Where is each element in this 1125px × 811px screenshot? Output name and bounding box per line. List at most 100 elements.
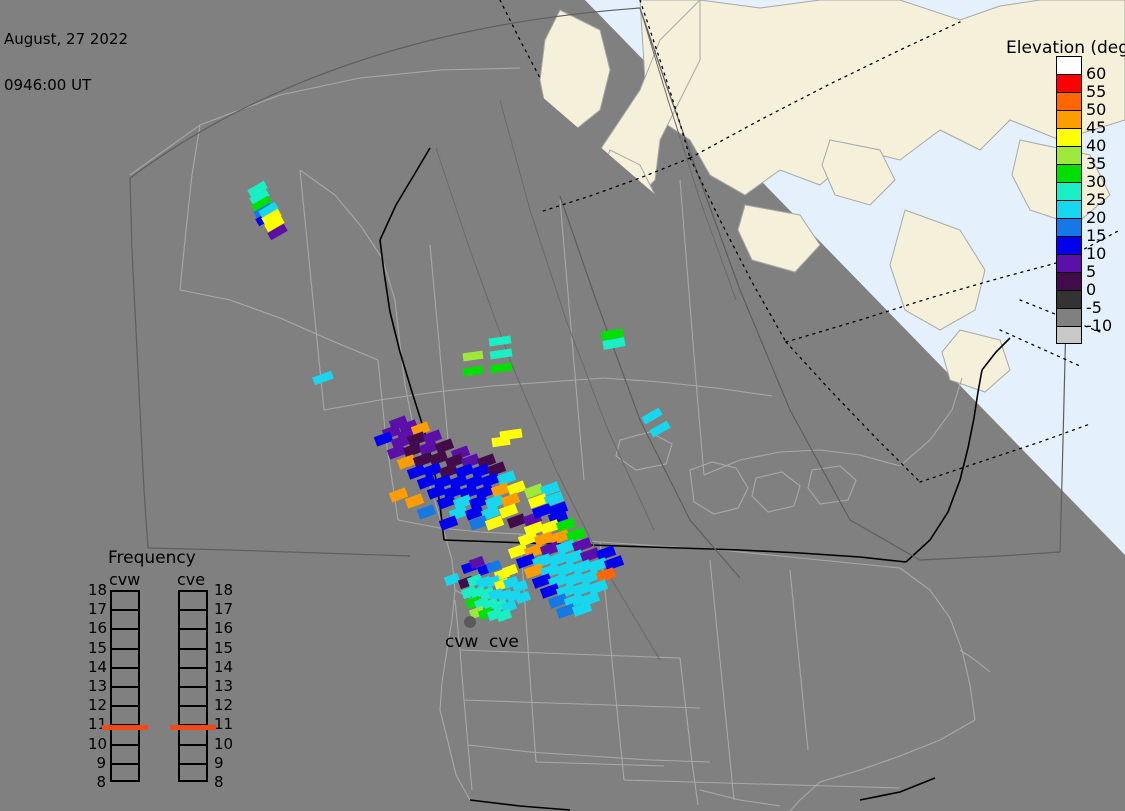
- colorbar-tick-labels: 60 55 50 45 40 35 30 25 20 15 10 5 0 -5 -10: [1086, 56, 1125, 356]
- colorbar-swatch-13: [1056, 290, 1082, 308]
- colorbar-swatch-4: [1056, 128, 1082, 146]
- backscatter-cell: [523, 521, 545, 537]
- backscatter-cell: [396, 454, 417, 470]
- colorbar-tick-40: 40: [1086, 136, 1107, 155]
- backscatter-cell: [406, 431, 427, 447]
- backscatter-cell: [468, 494, 489, 510]
- colorbar-tick-60: 60: [1086, 64, 1107, 83]
- freq-tick-left-16: 16: [88, 619, 108, 638]
- backscatter-cell: [464, 474, 485, 490]
- freq-cell: [180, 688, 206, 708]
- backscatter-cell: [547, 593, 569, 609]
- backscatter-cell: [527, 493, 549, 509]
- freq-cell: [180, 746, 206, 765]
- backscatter-cell: [412, 452, 433, 468]
- backscatter-cell: [495, 608, 513, 623]
- freq-tick-right-15: 15: [214, 638, 234, 657]
- colorbar-swatch-11: [1056, 254, 1082, 272]
- backscatter-cell: [571, 581, 593, 597]
- radar-station-dot: [464, 616, 476, 628]
- colorbar-tick-45: 45: [1086, 118, 1107, 137]
- backscatter-cell: [539, 541, 561, 557]
- freq-tick-right-13: 13: [214, 677, 234, 695]
- colorbar-swatch-12: [1056, 272, 1082, 290]
- freq-tick-left-15: 15: [88, 638, 108, 657]
- backscatter-cell: [555, 539, 577, 555]
- backscatter-cell: [587, 579, 609, 595]
- backscatter-cell: [410, 421, 431, 437]
- colorbar-swatch-8: [1056, 200, 1082, 218]
- freq-cell: [112, 765, 138, 784]
- backscatter-cell: [386, 444, 407, 460]
- backscatter-cell: [555, 603, 577, 619]
- backscatter-cell: [571, 601, 593, 617]
- backscatter-cell: [491, 435, 511, 448]
- backscatter-cell: [547, 501, 569, 517]
- freq-cell: [180, 611, 206, 631]
- freq-cell: [112, 707, 138, 727]
- backscatter-cell: [470, 463, 491, 479]
- backscatter-cell: [454, 463, 475, 479]
- backscatter-cell: [404, 493, 425, 509]
- backscatter-cell: [602, 337, 626, 350]
- freq-tick-left-14: 14: [88, 657, 108, 676]
- freq-tick-left-10: 10: [88, 734, 108, 753]
- backscatter-cell: [500, 492, 521, 508]
- backscatter-cell: [501, 563, 519, 578]
- backscatter-cell: [511, 579, 529, 594]
- colorbar-tick-50: 50: [1086, 100, 1107, 119]
- freq-tick-right-16: 16: [214, 619, 234, 638]
- backscatter-cell: [460, 453, 481, 469]
- backscatter-cell: [464, 505, 485, 521]
- freq-column-header-cvw: cvw: [109, 570, 141, 589]
- backscatter-cell: [432, 474, 453, 490]
- colorbar-swatch-3: [1056, 110, 1082, 128]
- freq-column-header-cve: cve: [177, 570, 206, 589]
- backscatter-cell: [555, 517, 577, 533]
- backscatter-cell: [373, 431, 394, 447]
- backscatter-cell: [549, 529, 571, 545]
- freq-tick-right-12: 12: [214, 696, 234, 715]
- freq-bar-cve: [178, 590, 208, 782]
- backscatter-cell: [438, 463, 459, 479]
- backscatter-cell: [267, 223, 288, 241]
- time-text: 0946:00 UT: [4, 76, 92, 94]
- freq-tick-right-9: 9: [214, 753, 224, 772]
- freq-cell: [112, 688, 138, 708]
- freq-cell: [112, 592, 138, 612]
- backscatter-cell: [264, 215, 285, 233]
- backscatter-cell: [595, 567, 617, 583]
- freq-cell: [112, 650, 138, 669]
- colorbar-swatch-5: [1056, 146, 1082, 164]
- backscatter-cell: [488, 335, 512, 347]
- backscatter-cell: [406, 464, 427, 480]
- backscatter-cell: [514, 590, 532, 605]
- backscatter-cell: [531, 503, 553, 519]
- colorbar-swatch-6: [1056, 164, 1082, 182]
- freq-tick-right-18: 18: [214, 581, 234, 599]
- backscatter-cell: [523, 563, 545, 579]
- map-label-cve: cve: [489, 632, 519, 652]
- timestamp-label: August, 27 2022 0946:00 UT: [4, 2, 128, 124]
- backscatter-cell: [443, 572, 461, 587]
- backscatter-cell: [490, 482, 511, 498]
- colorbar-tick-10: 10: [1086, 244, 1107, 263]
- backscatter-cell: [480, 472, 501, 488]
- frequency-legend: Frequency cvw cve 18 18 17 17 16 16 15 15 14 14 13…: [88, 548, 258, 790]
- colorbar-tick-15: 15: [1086, 226, 1107, 245]
- freq-cell: [112, 669, 138, 688]
- freq-cell: [180, 650, 206, 669]
- backscatter-cell: [258, 201, 279, 219]
- backscatter-cell: [641, 407, 663, 425]
- backscatter-cell: [261, 208, 282, 226]
- colorbar-swatch-15: [1056, 326, 1082, 344]
- backscatter-cell: [247, 180, 268, 198]
- backscatter-cell: [486, 461, 507, 477]
- colorbar-title: Elevation (deg): [1006, 38, 1125, 58]
- freq-cell: [180, 669, 206, 688]
- backscatter-cell: [603, 555, 625, 571]
- freq-cell: [180, 765, 206, 784]
- colorbar-tick-5: 5: [1086, 262, 1097, 281]
